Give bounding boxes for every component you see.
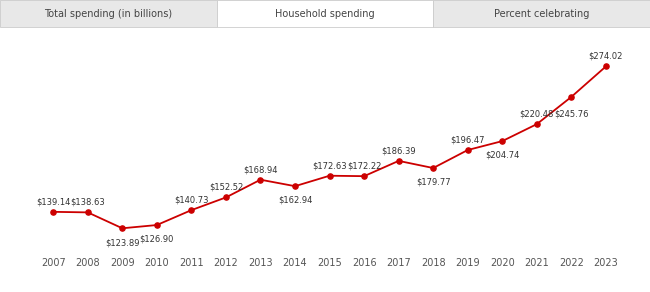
Point: [151, 223, 162, 227]
Text: Total spending (in billions): Total spending (in billions): [44, 8, 172, 19]
Point: [428, 166, 438, 170]
Point: [255, 177, 266, 182]
Bar: [0, 0, 216, 27]
Point: [497, 139, 508, 143]
Text: Household spending: Household spending: [275, 8, 375, 19]
Point: [393, 159, 404, 163]
Point: [532, 122, 542, 126]
Text: $220.48: $220.48: [519, 110, 554, 119]
Bar: [216, 0, 434, 27]
Text: $245.76: $245.76: [554, 110, 589, 118]
Text: $138.63: $138.63: [70, 198, 105, 207]
Text: $152.52: $152.52: [209, 183, 243, 192]
Text: $172.22: $172.22: [347, 161, 382, 171]
Text: $168.94: $168.94: [243, 165, 278, 174]
Point: [463, 148, 473, 152]
FancyBboxPatch shape: [0, 0, 650, 27]
Point: [359, 174, 369, 178]
Bar: [434, 0, 650, 27]
Text: $123.89: $123.89: [105, 238, 140, 247]
Text: $139.14: $139.14: [36, 197, 70, 206]
Point: [324, 173, 335, 178]
Text: $186.39: $186.39: [382, 146, 416, 155]
Point: [117, 226, 127, 231]
Point: [566, 95, 577, 99]
Point: [601, 64, 611, 69]
Point: [48, 209, 58, 214]
Text: $140.73: $140.73: [174, 196, 209, 205]
Text: $179.77: $179.77: [416, 178, 450, 187]
Text: $274.02: $274.02: [589, 52, 623, 61]
Point: [83, 210, 93, 215]
Text: Percent celebrating: Percent celebrating: [494, 8, 590, 19]
Point: [290, 184, 300, 189]
Text: $196.47: $196.47: [450, 135, 485, 145]
Text: $172.63: $172.63: [312, 161, 347, 170]
Text: $204.74: $204.74: [485, 151, 519, 160]
Point: [186, 208, 196, 213]
Point: [221, 195, 231, 200]
Text: $126.90: $126.90: [140, 235, 174, 244]
Text: $162.94: $162.94: [278, 196, 312, 205]
